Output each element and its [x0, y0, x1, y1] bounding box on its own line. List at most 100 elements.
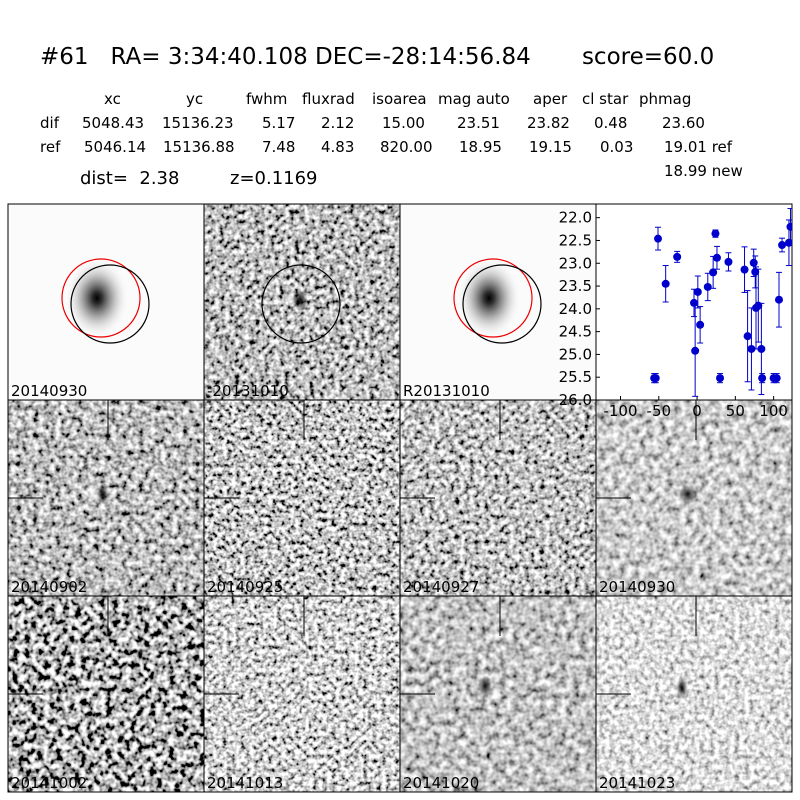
table-cell: 23.82 [527, 114, 570, 132]
aperture [462, 264, 542, 344]
point [654, 234, 663, 243]
table-cell: 2.12 [321, 114, 354, 132]
column-header: phmag [639, 90, 691, 108]
point [751, 267, 760, 276]
y-tick-label: 22.5 [559, 231, 592, 249]
table-cell: 820.00 [380, 138, 433, 156]
aperture [261, 264, 341, 344]
y-tick-label: 25.5 [559, 368, 592, 386]
point [757, 344, 766, 353]
point [691, 346, 700, 355]
source-blob [292, 289, 308, 311]
table-cell: 5.17 [262, 114, 295, 132]
image-panel: 20140930 [595, 399, 793, 597]
y-tick-label: 23.5 [559, 277, 592, 295]
table-cell: 0.48 [594, 114, 627, 132]
panel-label: 20141023 [599, 774, 675, 792]
panel-label: 20140925 [207, 578, 283, 596]
table-cell: 15.00 [382, 114, 425, 132]
column-header: fluxrad [302, 90, 355, 108]
panel-label: 20141020 [403, 774, 479, 792]
y-tick-label: 22.0 [559, 209, 592, 227]
panel-label: 20140902 [11, 578, 87, 596]
point [703, 282, 712, 291]
image-panel: 20141013 [203, 595, 401, 793]
point [709, 268, 718, 277]
source-blob [285, 293, 295, 303]
source-blob [91, 685, 101, 695]
redshift: z=0.1169 [230, 168, 318, 189]
y-tick-label: 26.0 [559, 391, 592, 409]
column-header: mag auto [438, 90, 510, 108]
table-cell: 4.83 [321, 138, 354, 156]
source-blob [86, 483, 98, 501]
point [716, 374, 725, 383]
table-cell: 23.51 [457, 114, 500, 132]
data-points [650, 208, 792, 397]
point [774, 295, 783, 304]
point [673, 252, 682, 261]
panel-border [595, 595, 793, 793]
panel-label: 20141002 [11, 774, 87, 792]
point [747, 344, 756, 353]
point [758, 374, 767, 383]
source-blob [478, 675, 492, 697]
panel-label: 20140930 [11, 382, 87, 400]
x-tick-label: -100 [603, 402, 637, 420]
column-header: fwhm [246, 90, 287, 108]
column-header: xc [104, 90, 121, 108]
dist: dist= 2.38 [80, 168, 179, 189]
point [693, 287, 702, 296]
table-extra: 18.99 new [664, 162, 743, 180]
y-tick-label: 23.0 [559, 254, 592, 272]
point [749, 258, 758, 267]
image-panel: 20141002 [7, 595, 205, 793]
column-header: cl star [582, 90, 629, 108]
table-cell: 18.95 [459, 138, 502, 156]
panel-label: R20131010 [403, 382, 490, 400]
aperture-ref [453, 258, 533, 338]
point [712, 253, 721, 262]
x-tick-label: 100 [759, 402, 788, 420]
y-tick-label: 24.5 [559, 323, 592, 341]
table-cell: 15136.88 [163, 138, 235, 156]
point [740, 265, 749, 274]
image-panel: 20141020 [399, 595, 597, 793]
source-blob [97, 483, 109, 505]
source-blob [679, 484, 697, 504]
point [696, 320, 705, 329]
source-blob [491, 684, 501, 700]
table-cell: 5046.14 [84, 138, 146, 156]
image-panel: -20131010 [203, 203, 401, 401]
image-panel: 20140930 [7, 203, 205, 401]
panel-label: 20140927 [403, 578, 479, 596]
point [772, 374, 781, 383]
image-panel: R20131010 [399, 203, 597, 401]
x-tick-label: 50 [726, 402, 745, 420]
table-cell: 23.60 [662, 114, 705, 132]
point [778, 241, 787, 250]
column-header: yc [186, 90, 203, 108]
table-cell: 0.03 [600, 138, 633, 156]
point [661, 279, 670, 288]
column-header: isoarea [372, 90, 427, 108]
image-panel: 20140902 [7, 399, 205, 597]
point [724, 257, 733, 266]
point [784, 238, 792, 247]
table-cell: 19.01 ref [664, 138, 733, 156]
table-cell: ref [40, 138, 61, 156]
image-panel: 20141023 [595, 595, 793, 793]
aperture [70, 264, 150, 344]
point [651, 374, 660, 383]
table-cell: 15136.23 [162, 114, 234, 132]
x-tick-label: 0 [692, 402, 702, 420]
panel-label: -20131010 [207, 382, 289, 400]
y-tick-label: 25.0 [559, 345, 592, 363]
image-panel: 20140925 [203, 399, 401, 597]
table-cell: 5048.43 [82, 114, 144, 132]
panel-label: 20141013 [207, 774, 283, 792]
source-blob [676, 677, 688, 699]
x-tick-label: -50 [647, 402, 672, 420]
point [786, 222, 792, 231]
